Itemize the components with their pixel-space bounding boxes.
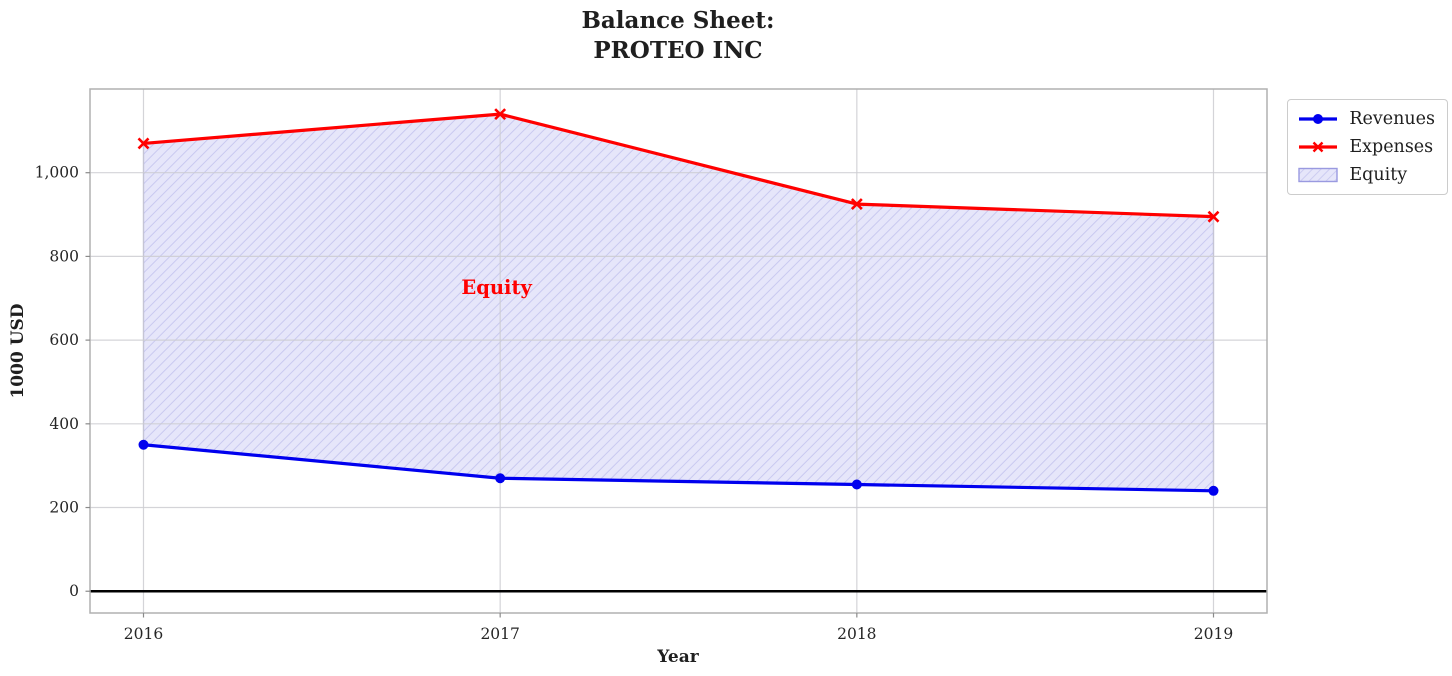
revenues-marker-2016 — [138, 439, 149, 450]
x-tick-label-2016: 2016 — [124, 625, 163, 643]
y-axis-label: 1000 USD — [8, 303, 28, 399]
x-tick-label-2018: 2018 — [837, 625, 876, 643]
chart-title-line2: PROTEO INC — [593, 37, 763, 64]
chart-title-line1: Balance Sheet: — [581, 7, 775, 34]
legend-item-revenues: Revenues — [1297, 107, 1435, 131]
expenses-marker-2019 — [1207, 210, 1220, 223]
y-tick-label-1000: 1,000 — [35, 164, 79, 182]
revenues-line — [143, 443, 1214, 493]
legend-label-equity: Equity — [1349, 165, 1408, 185]
legend-item-expenses: Expenses — [1297, 135, 1435, 159]
y-tick-label-0: 0 — [69, 582, 79, 600]
x-axis-label: Year — [657, 647, 699, 667]
equity-annotation: Equity — [461, 276, 532, 299]
revenues-marker-2019 — [1208, 485, 1219, 496]
legend: Revenues Expenses Equity — [1287, 99, 1448, 195]
x-tick-label-2019: 2019 — [1194, 625, 1233, 643]
expenses-marker-2017 — [494, 108, 507, 121]
x-tick-label-2017: 2017 — [480, 625, 519, 643]
legend-label-revenues: Revenues — [1349, 109, 1435, 129]
legend-item-equity: Equity — [1297, 163, 1435, 187]
revenues-marker-2018 — [851, 479, 862, 490]
equity-swatch-icon — [1298, 167, 1339, 183]
expenses-line-icon — [1299, 141, 1338, 153]
legend-label-expenses: Expenses — [1349, 137, 1434, 157]
expenses-marker-2016 — [137, 137, 150, 150]
plot-border — [89, 88, 1268, 614]
y-tick-label-800: 800 — [49, 247, 79, 265]
y-tick-label-400: 400 — [49, 415, 79, 433]
y-tick-label-600: 600 — [49, 331, 79, 349]
y-tick-label-200: 200 — [49, 499, 79, 517]
expenses-line — [143, 112, 1214, 219]
equity-fill-area — [142, 113, 1215, 492]
revenues-marker-2017 — [495, 473, 506, 484]
chart-title: Balance Sheet: PROTEO INC — [581, 6, 774, 66]
expenses-marker-2018 — [850, 198, 863, 211]
revenues-line-icon — [1299, 114, 1338, 124]
